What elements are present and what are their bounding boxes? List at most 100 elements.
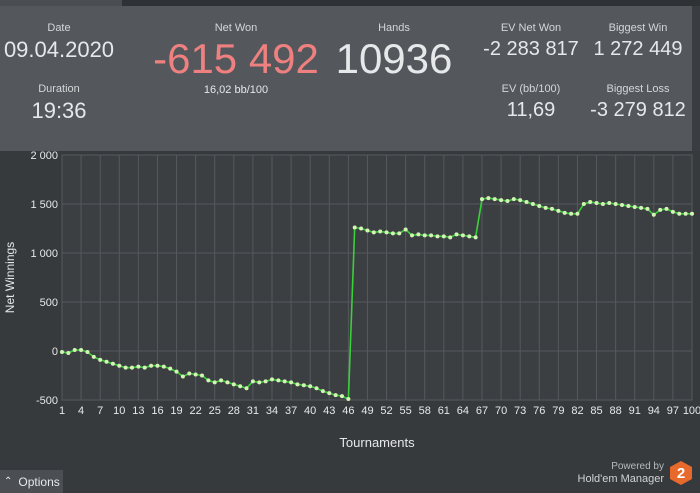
- data-point: [384, 230, 389, 235]
- data-point: [333, 393, 338, 398]
- x-tick-label: 13: [132, 405, 144, 417]
- stat-ev-net-won: EV Net Won -2 283 817: [470, 22, 592, 61]
- data-point: [244, 386, 249, 391]
- data-point: [378, 229, 383, 234]
- hm2-logo-icon: 2: [670, 461, 692, 485]
- x-tick-label: 52: [380, 405, 392, 417]
- data-point: [161, 364, 166, 369]
- bb-per-100-value: 16,02 bb/100: [203, 84, 269, 96]
- data-point: [231, 382, 236, 387]
- chevron-up-icon: ⌃: [4, 476, 13, 487]
- data-point: [308, 384, 313, 389]
- hands-value: 10936: [335, 35, 453, 82]
- data-point: [168, 366, 173, 371]
- data-point: [588, 200, 593, 205]
- data-point: [270, 377, 274, 382]
- data-point: [72, 348, 77, 353]
- options-label: Options: [18, 474, 60, 489]
- data-point: [257, 380, 262, 385]
- data-point: [448, 235, 453, 240]
- data-point: [403, 227, 408, 232]
- x-tick-label: 31: [247, 405, 259, 417]
- data-point: [187, 371, 192, 376]
- y-axis-label: Net Winnings: [3, 242, 17, 313]
- x-tick-label: 7: [97, 405, 103, 417]
- x-tick-label: 4: [78, 405, 84, 417]
- data-point: [499, 198, 504, 203]
- data-point: [511, 197, 516, 202]
- y-tick-labels: -500 0 500 1 000 1 500 2 000: [30, 151, 58, 407]
- y-tick-label: 1 500: [30, 199, 58, 211]
- data-point: [441, 234, 446, 239]
- data-point: [206, 378, 211, 383]
- ev-bb100-value: 11,69: [506, 99, 556, 121]
- data-point: [683, 211, 688, 216]
- data-point: [136, 364, 141, 369]
- y-tick-label: 1 000: [30, 248, 58, 260]
- y-tick-label: -500: [36, 395, 58, 407]
- series-line: [61, 197, 692, 401]
- stat-biggest-win: Biggest Win 1 272 449: [584, 22, 692, 61]
- stat-ev-bb100: EV (bb/100) 11,69: [470, 83, 592, 122]
- x-tick-label: 88: [610, 405, 622, 417]
- data-point: [626, 203, 631, 208]
- data-point: [180, 374, 185, 379]
- x-tick-label: 22: [190, 405, 202, 417]
- x-tick-label: 25: [209, 405, 221, 417]
- x-tick-label: 64: [457, 405, 469, 417]
- data-point: [212, 380, 217, 385]
- data-point: [60, 349, 64, 354]
- plot-background: [61, 154, 693, 401]
- data-point: [289, 380, 294, 385]
- data-point: [174, 369, 179, 374]
- data-point: [651, 212, 656, 217]
- x-tick-label: 40: [304, 405, 316, 417]
- data-point: [225, 380, 230, 385]
- options-button[interactable]: ⌃ Options: [0, 470, 63, 493]
- biggest-loss-value: -3 279 812: [590, 99, 686, 121]
- x-tick-label: 55: [400, 405, 412, 417]
- data-point: [219, 378, 224, 383]
- x-tick-label: 43: [323, 405, 335, 417]
- data-point: [295, 382, 300, 387]
- data-point: [632, 204, 637, 209]
- data-point: [155, 363, 160, 368]
- data-point: [200, 373, 204, 378]
- data-point: [340, 394, 344, 399]
- data-point: [117, 363, 122, 368]
- y-tick-label: 500: [40, 297, 58, 309]
- data-point: [346, 397, 351, 402]
- data-point: [422, 233, 427, 238]
- data-point: [473, 235, 478, 240]
- x-tick-label: 19: [170, 405, 182, 417]
- data-point: [524, 200, 529, 205]
- x-tick-label: 1: [59, 405, 65, 417]
- x-tick-label: 73: [514, 405, 526, 417]
- data-point: [238, 384, 243, 389]
- data-point: [250, 379, 255, 384]
- brand-text: Powered by Hold'em Manager: [578, 461, 664, 485]
- x-tick-label: 61: [438, 405, 450, 417]
- data-point: [530, 202, 535, 206]
- data-point: [276, 378, 281, 383]
- duration-label: Duration: [38, 83, 80, 95]
- data-point: [110, 361, 115, 366]
- ev-net-won-label: EV Net Won: [500, 22, 562, 34]
- data-point: [85, 349, 90, 354]
- data-point: [550, 206, 554, 211]
- ev-bb100-label: EV (bb/100): [501, 83, 561, 95]
- x-tick-label: 91: [629, 405, 641, 417]
- data-point: [371, 230, 376, 235]
- x-tick-labels: 1 4 7 10 13 16 19 22 25 28 31 34 37 40 43 46 49 52 55 58 61 6…: [59, 405, 700, 417]
- data-point: [658, 207, 663, 212]
- top-strip: [0, 0, 700, 6]
- data-point: [677, 211, 682, 216]
- stat-hands: Hands 10936: [328, 22, 460, 82]
- data-point: [569, 211, 574, 216]
- data-point: [320, 389, 325, 394]
- data-point: [486, 196, 491, 201]
- y-tick-label: 0: [52, 346, 58, 358]
- data-point: [301, 383, 306, 388]
- stat-duration: Duration 19:36: [0, 83, 118, 124]
- data-point: [79, 348, 84, 353]
